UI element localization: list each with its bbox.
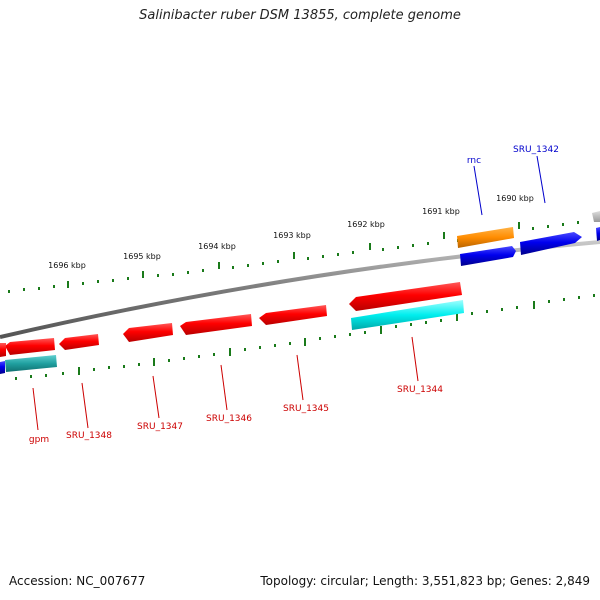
- scale-tick-label: 1692 kbp: [347, 220, 385, 229]
- scale-tick-label: 1691 kbp: [422, 207, 460, 216]
- gene-label-gpm[interactable]: gpm: [29, 435, 49, 445]
- accession-label: Accession: NC_007677: [9, 574, 146, 588]
- scale-tick-label: 1696 kbp: [48, 261, 86, 270]
- gene-rnc-feature[interactable]: [457, 227, 514, 248]
- gene-SRU-1348-feature[interactable]: [59, 334, 99, 350]
- gene-label-SRU-1347[interactable]: SRU_1347: [137, 422, 183, 432]
- gene-label-SRU-1346[interactable]: SRU_1346: [206, 414, 252, 424]
- gene-label-SRU-1345[interactable]: SRU_1345: [283, 404, 329, 414]
- scale-tick-label: 1693 kbp: [273, 231, 311, 240]
- gene-SRU-1344-feature[interactable]: [349, 282, 462, 311]
- forward-features: [457, 211, 600, 266]
- scale-tick-label: 1694 kbp: [198, 242, 236, 251]
- gene-feature[interactable]: [0, 343, 6, 357]
- scale-labels: 1696 kbp 1695 kbp 1694 kbp 1693 kbp 1692…: [48, 194, 534, 270]
- scale-tick-label: 1695 kbp: [123, 252, 161, 261]
- gene-label-SRU-1348[interactable]: SRU_1348: [66, 431, 112, 441]
- gene-SRU-1346-feature[interactable]: [180, 314, 252, 335]
- topology-label: Topology: circular; Length: 3,551,823 bp…: [260, 574, 590, 588]
- scale-tick-label: 1690 kbp: [496, 194, 534, 203]
- label-leaders: [32, 155, 546, 431]
- gene-feature[interactable]: [596, 227, 600, 241]
- gene-label-SRU-1344[interactable]: SRU_1344: [397, 385, 443, 395]
- gene-label-SRU-1342[interactable]: SRU_1342: [513, 145, 559, 155]
- inner-tick-track: [15, 294, 595, 380]
- gene-label-rnc[interactable]: rnc: [467, 156, 481, 166]
- genome-backbone: [0, 240, 600, 339]
- cog-SRU-1344-feature[interactable]: [351, 300, 464, 330]
- gene-labels: rnc SRU_1342 gpm SRU_1348 SRU_1347 SRU_1…: [29, 145, 559, 445]
- gene-SRU-1347-feature[interactable]: [123, 323, 173, 342]
- gene-feature[interactable]: [460, 246, 516, 266]
- gene-gpm-feature[interactable]: [5, 338, 55, 355]
- gene-feature[interactable]: [0, 361, 5, 374]
- cog-gpm-feature[interactable]: [5, 355, 57, 372]
- gene-SRU-1342-feature[interactable]: [520, 232, 582, 255]
- map-title: Salinibacter ruber DSM 13855, complete g…: [139, 8, 461, 23]
- gene-feature[interactable]: [592, 211, 600, 222]
- reverse-features: [0, 282, 464, 374]
- gene-SRU-1345-feature[interactable]: [259, 305, 327, 325]
